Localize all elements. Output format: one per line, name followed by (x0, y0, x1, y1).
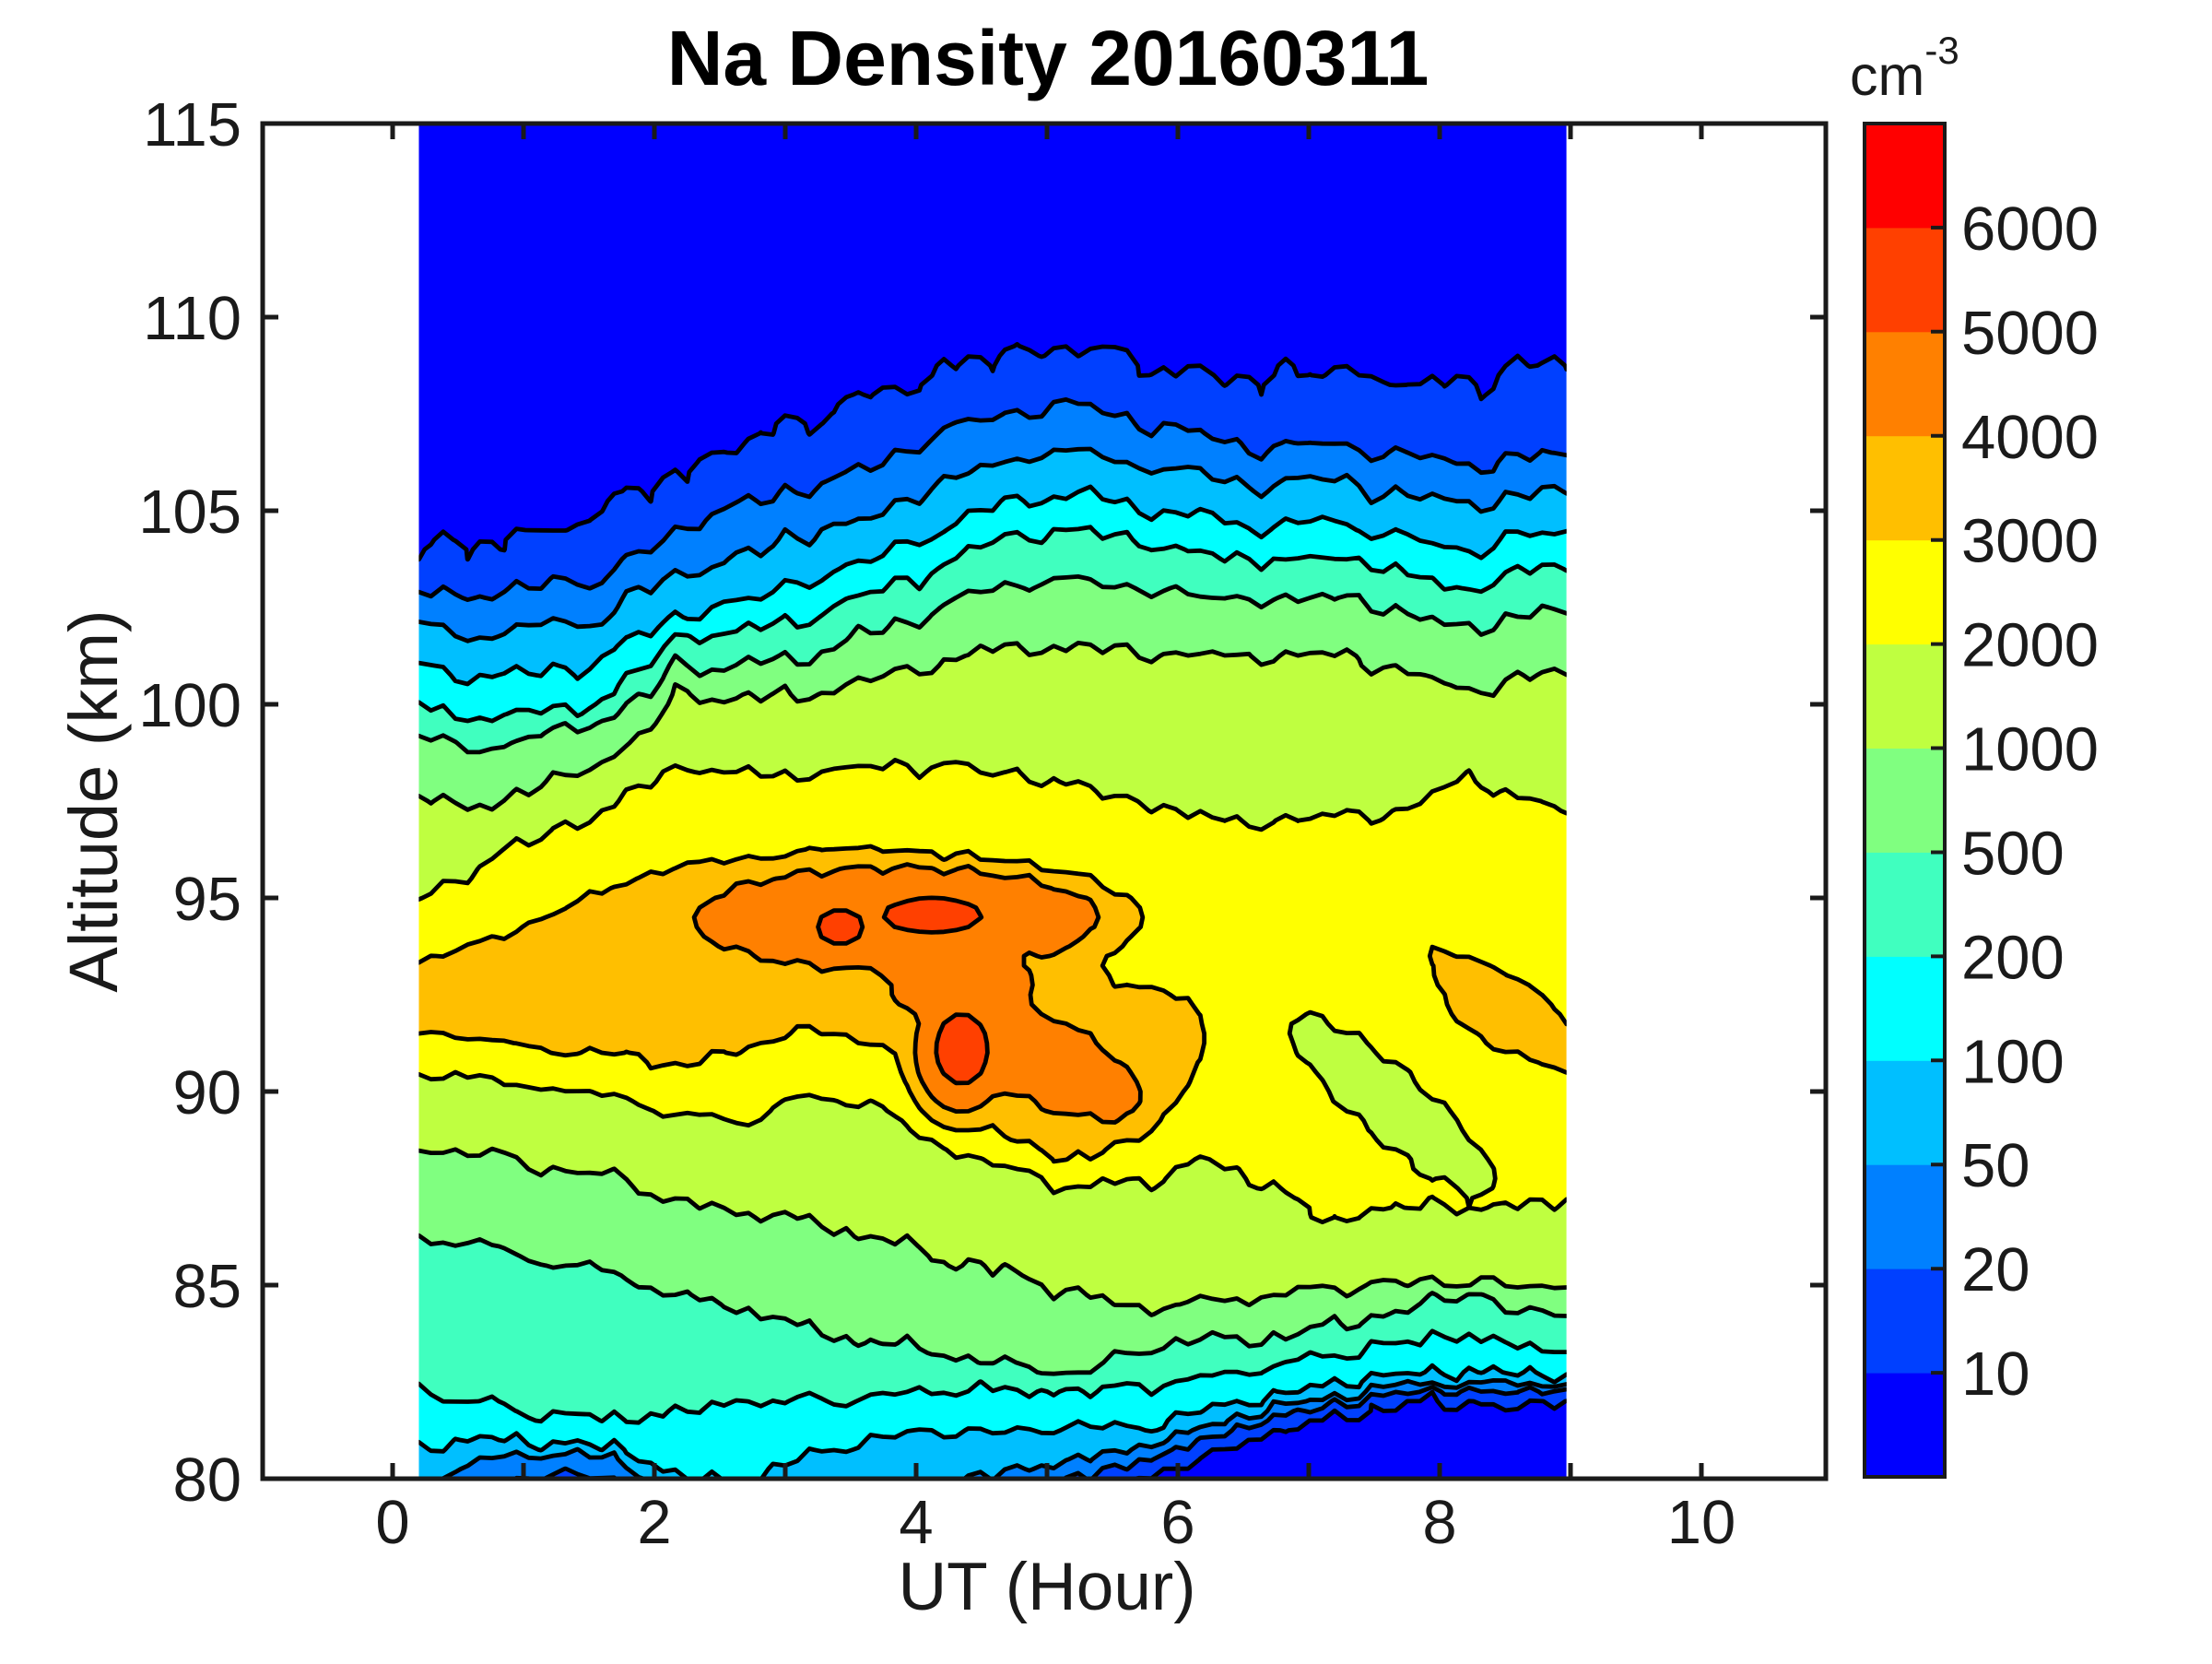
svg-text:5000: 5000 (1961, 299, 2099, 368)
svg-text:10: 10 (1667, 1488, 1736, 1557)
svg-text:10: 10 (1961, 1339, 2030, 1409)
svg-text:Altitude (km): Altitude (km) (55, 609, 132, 992)
svg-text:115: 115 (143, 90, 241, 159)
svg-text:1000: 1000 (1961, 715, 2099, 785)
svg-text:3000: 3000 (1961, 507, 2099, 576)
svg-text:Na Density 20160311: Na Density 20160311 (667, 15, 1430, 101)
svg-text:95: 95 (172, 865, 241, 934)
svg-text:105: 105 (138, 478, 241, 547)
svg-text:100: 100 (1961, 1027, 2065, 1096)
svg-text:80: 80 (172, 1446, 241, 1515)
svg-text:20: 20 (1961, 1235, 2030, 1304)
svg-text:500: 500 (1961, 820, 2065, 889)
svg-text:100: 100 (138, 671, 241, 740)
svg-text:6: 6 (1160, 1488, 1194, 1557)
svg-text:2000: 2000 (1961, 611, 2099, 680)
svg-text:UT (Hour): UT (Hour) (898, 1550, 1195, 1624)
svg-text:8: 8 (1422, 1488, 1456, 1557)
svg-text:85: 85 (172, 1252, 241, 1321)
svg-text:90: 90 (172, 1058, 241, 1127)
svg-text:6000: 6000 (1961, 195, 2099, 264)
svg-text:2: 2 (637, 1488, 671, 1557)
svg-text:4: 4 (899, 1488, 933, 1557)
svg-text:110: 110 (143, 284, 241, 353)
svg-text:50: 50 (1961, 1131, 2030, 1200)
svg-text:4000: 4000 (1961, 403, 2099, 472)
svg-text:0: 0 (375, 1488, 409, 1557)
svg-text:200: 200 (1961, 923, 2065, 992)
